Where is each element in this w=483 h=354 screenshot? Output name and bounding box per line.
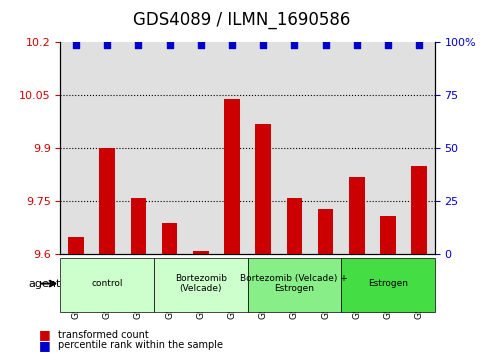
Point [228,42,236,47]
Text: percentile rank within the sample: percentile rank within the sample [58,340,223,350]
Point [134,42,142,47]
Bar [193,251,209,255]
FancyBboxPatch shape [341,257,435,312]
Bar [99,148,115,255]
FancyBboxPatch shape [247,257,341,312]
Point [259,42,267,47]
FancyBboxPatch shape [154,257,247,312]
Text: ■: ■ [39,328,50,341]
Point [353,42,361,47]
Bar [162,223,177,255]
Text: Bortezomib
(Velcade): Bortezomib (Velcade) [175,274,227,293]
Point [290,42,298,47]
Bar [68,237,84,255]
Bar [412,166,427,255]
Bar [256,124,271,255]
Point [72,42,80,47]
Text: Estrogen: Estrogen [368,279,408,288]
Text: GDS4089 / ILMN_1690586: GDS4089 / ILMN_1690586 [133,11,350,29]
Point [103,42,111,47]
Point [322,42,329,47]
Point [384,42,392,47]
Text: agent: agent [28,279,60,289]
Bar [380,216,396,255]
Bar [286,198,302,255]
Bar [130,198,146,255]
FancyBboxPatch shape [60,257,154,312]
Point [166,42,173,47]
Bar [349,177,365,255]
Text: ■: ■ [39,339,50,352]
Point [415,42,423,47]
Point [197,42,205,47]
Bar [224,99,240,255]
Text: transformed count: transformed count [58,330,149,339]
Bar [318,209,333,255]
Text: control: control [91,279,123,288]
Text: Bortezomib (Velcade) +
Estrogen: Bortezomib (Velcade) + Estrogen [241,274,348,293]
